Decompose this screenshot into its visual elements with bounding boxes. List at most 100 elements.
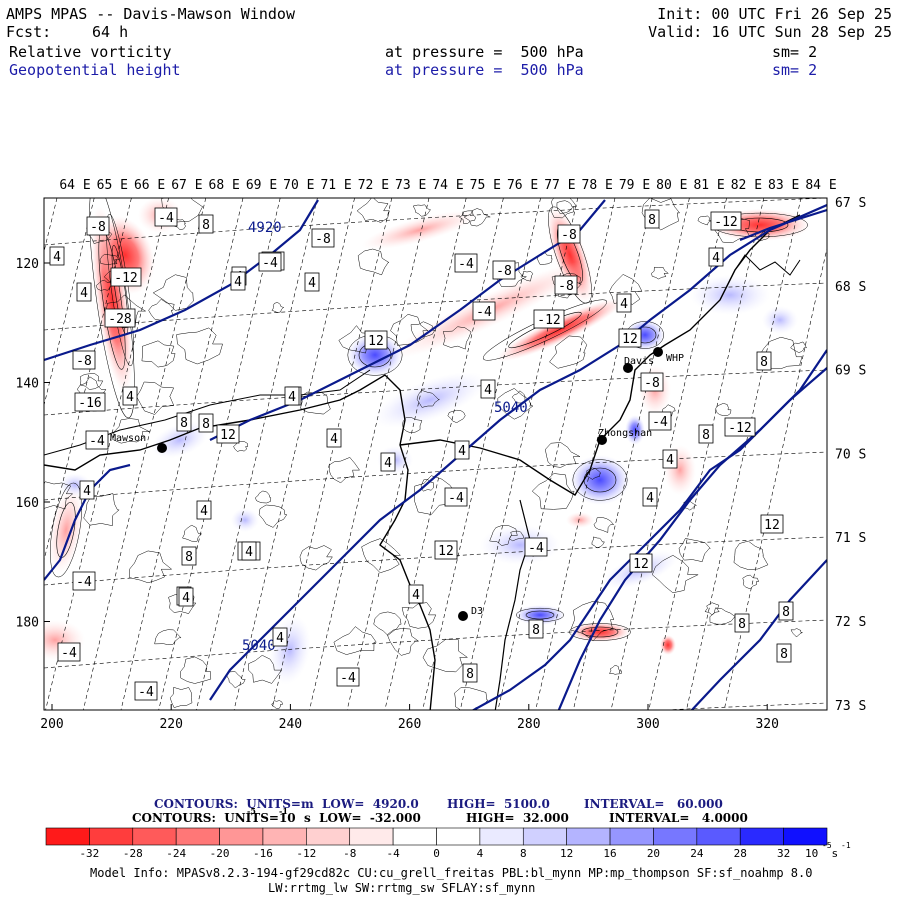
vorticity-label: 4 [76,282,92,302]
colorbar-tick-label: -32 [79,847,100,860]
vorticity-label-text: 12 [220,428,236,443]
header-fcst-value: 64 h [92,23,129,41]
vorticity-label-text: 4 [126,390,134,405]
colorbar-tick-label: 20 [646,847,661,860]
colorbar-swatch [262,827,307,846]
vorticity-shading [515,605,565,625]
field1-smooth: sm= 2 [772,43,818,61]
vorticity-label-text: -4 [448,491,464,506]
vorticity-label: 8 [698,424,714,444]
vorticity-label-box [336,667,360,687]
longitude-label: 79 E [619,178,650,193]
vorticity-label: -8 [557,224,581,244]
vorticity-shading [373,372,487,428]
vorticity-label: -4 [85,430,109,450]
vorticity-label: 8 [198,413,214,433]
vorticity-label-text: -4 [76,575,92,590]
vorticity-label: -4 [524,537,548,557]
coastline-detail [734,254,801,276]
vorticity-label-text: 12 [764,518,780,533]
vorticity-label-box [86,216,110,236]
vorticity-label-text: -4 [138,685,154,700]
x-tick-label: 280 [517,717,540,732]
longitude-gridline [271,198,393,710]
longitude-label: 73 E [395,178,426,193]
colorbar-swatch [783,827,828,846]
vorticity-label-text: -8 [561,228,577,243]
colorbar-tick-label: 28 [733,847,747,860]
vorticity-label-box [776,643,792,663]
vorticity-label: 8 [778,601,794,621]
vorticity-label-text: 4 [484,383,492,398]
vorticity-label: 4 [79,480,95,500]
vorticity-label-box [524,537,548,557]
vorticity-contour [531,473,575,510]
longitude-gridline [422,198,541,710]
vorticity-label: 4 [284,386,300,406]
longitude-label: 82 E [731,178,762,193]
header-init: Init: 00 UTC Fri 26 Sep 25 [657,5,892,23]
vorticity-contour [570,601,615,642]
vorticity-label: 4 [408,584,424,604]
vorticity-label: -4 [336,667,360,687]
latitude-label: 72 S [835,615,866,630]
vorticity-label: -8 [640,372,664,392]
longitude-label: 74 E [432,178,463,193]
cbar-line2-exp: -5 [247,806,256,816]
station-label: Davis [624,356,654,367]
y-tick-label: 160 [16,496,39,511]
vorticity-label: 4 [454,440,470,460]
vorticity-contour [129,550,173,584]
colorbar-tick-label: 4 [476,847,484,860]
colorbar-swatch [436,827,481,846]
cbar-unit: 10 s [805,847,839,860]
vorticity-contour [373,611,402,636]
vorticity-contour [255,490,272,504]
vorticity-label-text: 4 [80,286,88,301]
longitude-label: 69 E [246,178,277,193]
vorticity-contour [299,545,333,571]
vorticity-contour [95,279,112,291]
vorticity-label-text: 4 [288,390,296,405]
vorticity-label: -12 [710,211,742,231]
footer-model-info: Model Info: MPASv8.2.3-194-gf29cd82c CU:… [90,866,813,880]
station-label: Mawson [110,433,146,444]
vorticity-label-box [533,309,565,329]
vorticity-label-box [104,308,136,328]
vorticity-label-text: 4 [53,250,61,265]
vorticity-contour [180,656,212,684]
vorticity-label: 8 [756,351,772,371]
x-tick-label: 300 [636,717,659,732]
longitude-gridline [309,198,430,710]
longitude-label: 75 E [470,178,501,193]
latitude-label: 73 S [835,699,866,714]
vorticity-contour [258,504,288,528]
vorticity-contour [489,525,518,546]
vorticity-label-box [492,260,516,280]
vorticity-contour [549,335,588,369]
vorticity-label-box [326,428,342,448]
vorticity-shading [625,415,645,445]
vorticity-label-box [181,546,197,566]
vorticity-contour [79,373,104,390]
colorbar-tick-label: -24 [166,847,187,860]
vorticity-contour [790,627,804,638]
longitude-label: 76 E [507,178,538,193]
vorticity-label: 8 [528,619,544,639]
field2-name: Geopotential height [9,61,181,79]
colorbar-swatch [609,827,654,846]
station-label: D3 [471,606,483,617]
vorticity-label: -16 [74,392,106,412]
vorticity-label: 12 [629,553,653,573]
vorticity-label-text: 8 [180,416,188,431]
latitude-label: 71 S [835,531,866,546]
vorticity-contour [271,700,283,710]
vorticity-label: 8 [176,412,192,432]
vorticity-label-text: -8 [315,232,331,247]
vorticity-label-box [734,613,750,633]
vorticity-shading [566,512,594,528]
vorticity-label-box [284,386,300,406]
vorticity-label: -4 [154,207,178,227]
longitude-label: 66 E [134,178,165,193]
vorticity-label-text: 8 [780,647,788,662]
